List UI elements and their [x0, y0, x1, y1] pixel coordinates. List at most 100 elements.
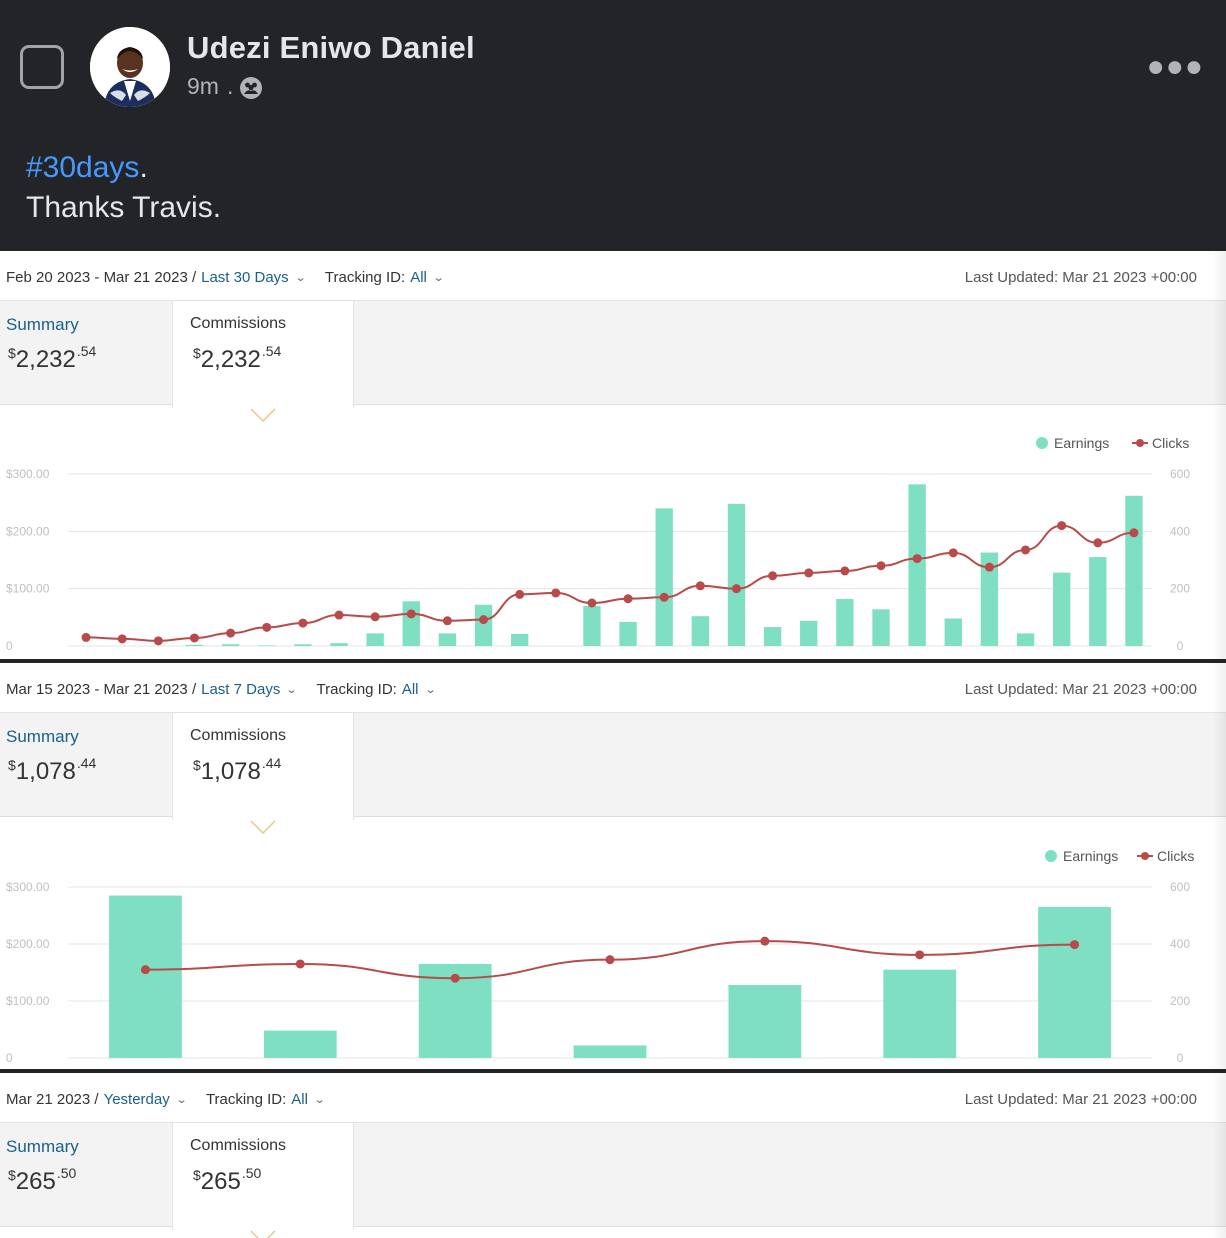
amount-whole: 2,232	[200, 346, 261, 373]
commissions-amount: $2,232.54	[193, 343, 281, 374]
currency-symbol: $	[8, 757, 16, 773]
commissions-card[interactable]: Commissions $265.50	[172, 1123, 354, 1230]
commissions-card[interactable]: Commissions $1,078.44	[172, 713, 354, 820]
clicks-point	[479, 615, 489, 625]
earnings-bar	[727, 503, 746, 646]
chevron-down-icon[interactable]: ⌄	[313, 1094, 326, 1106]
last-updated: Last Updated: Mar 21 2023 +00:00	[964, 269, 1197, 286]
earnings-bar	[800, 620, 818, 646]
report-panel-30-days: Feb 20 2023 - Mar 21 2023 / Last 30 Days…	[0, 251, 1226, 661]
earnings-bar	[510, 633, 529, 646]
earnings-bar	[402, 601, 420, 646]
chevron-down-icon[interactable]: ⌄	[175, 1094, 188, 1106]
clicks-point	[117, 634, 127, 644]
card-pointer-icon	[250, 408, 276, 422]
earnings-bar	[980, 552, 999, 646]
clicks-point	[948, 548, 958, 558]
date-range: Mar 15 2023 - Mar 21 2023 / Last 7 Days …	[6, 681, 455, 698]
legend-earnings-marker	[1045, 850, 1057, 862]
more-options-icon[interactable]: ●●●	[1146, 50, 1204, 83]
earnings-bar	[258, 645, 276, 646]
commissions-label: Commissions	[190, 1137, 287, 1154]
author-name[interactable]: Udezi Eniwo Daniel	[187, 30, 475, 65]
period-dropdown[interactable]: Last 7 Days	[201, 681, 281, 698]
clicks-point	[189, 633, 199, 643]
y-axis-right-tick-label: 400	[1170, 937, 1190, 951]
legend-clicks-marker	[1136, 439, 1144, 447]
legend-earnings-marker	[1036, 437, 1048, 449]
report-toolbar: Mar 15 2023 - Mar 21 2023 / Last 7 Days …	[0, 663, 1226, 713]
summary-tab[interactable]: Summary	[6, 315, 79, 334]
friends-icon[interactable]	[239, 76, 263, 100]
tracking-id-label: Tracking ID:	[324, 269, 406, 286]
clicks-point	[1070, 940, 1080, 950]
amount-cents: .44	[76, 755, 97, 771]
y-axis-right-tick-label: 600	[1170, 467, 1190, 481]
earnings-bar	[691, 616, 710, 646]
y-axis-tick-label: $100.00	[6, 582, 50, 596]
y-axis-right-tick-label: 200	[1170, 582, 1190, 596]
date-range: Mar 21 2023 / Yesterday ⌄ Tracking ID: A…	[6, 1091, 344, 1108]
clicks-point	[153, 636, 163, 646]
tracking-id-dropdown[interactable]: All	[291, 1091, 308, 1108]
currency-symbol: $	[8, 1167, 16, 1183]
image-divider	[0, 659, 1226, 663]
avatar[interactable]	[90, 27, 170, 107]
tracking-id-dropdown[interactable]: All	[401, 681, 419, 698]
chevron-down-icon[interactable]: ⌄	[424, 684, 437, 696]
earnings-bar	[763, 627, 782, 646]
clicks-point	[334, 610, 344, 620]
clicks-point	[140, 965, 150, 975]
y-axis-tick-label: $100.00	[6, 994, 50, 1008]
clicks-point	[226, 628, 236, 638]
earnings-bar	[944, 618, 962, 646]
clicks-point	[1021, 545, 1031, 555]
period-dropdown[interactable]: Yesterday	[103, 1091, 170, 1108]
post-time[interactable]: 9m	[187, 72, 219, 99]
earnings-bar	[1038, 906, 1111, 1058]
earnings-bar	[883, 969, 957, 1058]
earnings-bar	[1052, 572, 1071, 646]
legend-earnings-label: Earnings	[1054, 435, 1109, 451]
clicks-point	[731, 584, 741, 594]
tracking-id-dropdown[interactable]: All	[410, 269, 427, 286]
summary-tab[interactable]: Summary	[6, 1137, 79, 1156]
commissions-label: Commissions	[190, 727, 287, 744]
earnings-bar	[908, 484, 926, 646]
earnings-bar	[366, 633, 384, 646]
y-axis-right-tick-label: 600	[1170, 880, 1190, 894]
earnings-bar	[619, 621, 637, 646]
date-range-text: Mar 15 2023 - Mar 21 2023 /	[6, 681, 197, 698]
clicks-point	[840, 566, 850, 576]
report-panel-7-days: Mar 15 2023 - Mar 21 2023 / Last 7 Days …	[0, 663, 1226, 1070]
earnings-bar	[1089, 557, 1107, 646]
clicks-point	[298, 618, 308, 628]
hashtag-link[interactable]: #30days	[26, 151, 140, 184]
amount-whole: 1,078	[15, 758, 76, 785]
clicks-point	[912, 554, 922, 564]
clicks-point	[605, 955, 615, 965]
clicks-point	[1057, 521, 1067, 531]
earnings-bar	[109, 895, 182, 1058]
commissions-card[interactable]: Commissions $2,232.54	[172, 301, 354, 408]
summary-tab[interactable]: Summary	[6, 727, 79, 746]
tracking-id-label: Tracking ID:	[316, 681, 397, 698]
y-axis-tick-label: $300.00	[6, 880, 50, 894]
amount-cents: .44	[261, 755, 282, 771]
clicks-point	[442, 616, 452, 626]
clicks-point	[659, 592, 669, 602]
clicks-point	[551, 588, 561, 598]
earnings-bar	[573, 1045, 647, 1058]
clicks-point	[295, 959, 305, 969]
y-axis-tick-label: 0	[6, 639, 13, 653]
chevron-down-icon[interactable]: ⌄	[285, 684, 298, 696]
amount-whole: 265	[200, 1168, 241, 1195]
chevron-down-icon[interactable]: ⌄	[294, 272, 307, 284]
clicks-point	[623, 594, 633, 604]
amount-cents: .50	[56, 1165, 77, 1181]
amount-whole: 2,232	[15, 346, 76, 373]
chevron-down-icon[interactable]: ⌄	[432, 272, 445, 284]
card-pointer-icon	[250, 1230, 276, 1238]
select-checkbox[interactable]	[20, 45, 64, 89]
period-dropdown[interactable]: Last 30 Days	[201, 269, 289, 286]
